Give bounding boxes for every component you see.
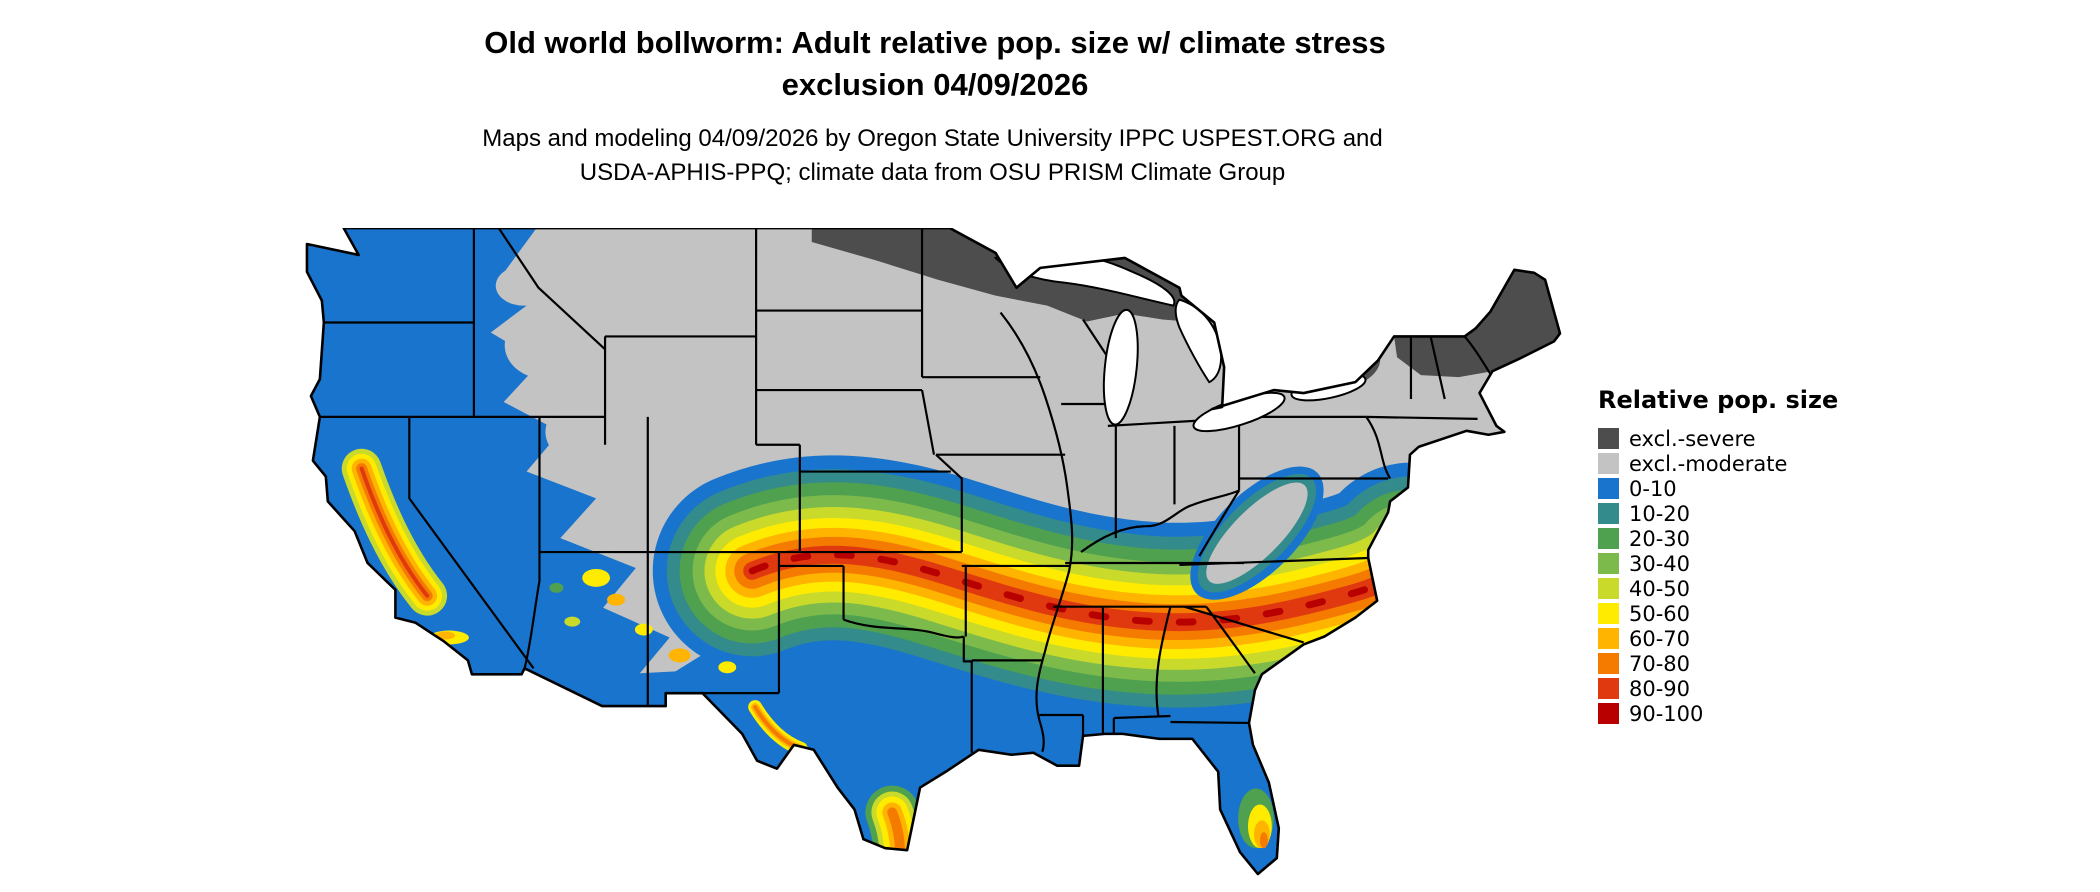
legend-row: excl.-moderate: [1598, 451, 1838, 476]
legend-label: 50-60: [1629, 601, 1691, 626]
legend-row: 70-80: [1598, 651, 1838, 676]
page-title: Old world bollworm: Adult relative pop. …: [0, 22, 1870, 106]
us-population-map: [305, 228, 1562, 876]
legend-label: 60-70: [1629, 626, 1691, 651]
legend-row: excl.-severe: [1598, 426, 1838, 451]
legend-label: 40-50: [1629, 576, 1691, 601]
legend-label: 80-90: [1629, 676, 1691, 701]
legend-label: 20-30: [1629, 526, 1691, 551]
legend-swatch-60-70: [1598, 628, 1619, 649]
legend-label: 70-80: [1629, 651, 1691, 676]
mountain-exclusion-patch: [631, 454, 684, 495]
arizona-hotspot: [718, 661, 737, 674]
legend-swatch-70-80: [1598, 653, 1619, 674]
legend-row: 30-40: [1598, 551, 1838, 576]
legend-row: 60-70: [1598, 626, 1838, 651]
legend-row: 20-30: [1598, 526, 1838, 551]
arizona-hotspot: [549, 582, 564, 593]
page-subtitle: Maps and modeling 04/09/2026 by Oregon S…: [0, 122, 1865, 190]
arizona-hotspot: [607, 593, 625, 606]
title-line-2: exclusion 04/09/2026: [781, 67, 1089, 102]
state-borders: [319, 228, 1494, 753]
legend-swatch-excl-moderate: [1598, 453, 1619, 474]
legend-label: excl.-moderate: [1629, 451, 1788, 476]
arizona-hotspot: [564, 616, 581, 627]
arizona-hotspot: [668, 648, 691, 663]
legend-title: Relative pop. size: [1598, 386, 1839, 414]
mountain-exclusion-patch: [495, 265, 552, 306]
legend-swatch-30-40: [1598, 553, 1619, 574]
legend-swatch-0-10: [1598, 478, 1619, 499]
northern-severe-exclusion: [811, 228, 1203, 323]
new-england-severe-exclusion: [1394, 269, 1561, 378]
mountain-exclusion-patch: [558, 353, 603, 386]
legend-row: 40-50: [1598, 576, 1838, 601]
mississippi-river-border: [999, 311, 1074, 753]
legend-swatch-10-20: [1598, 503, 1619, 524]
appalachia-exclusion-tongue: [1206, 482, 1308, 584]
lake-huron: [1174, 298, 1223, 384]
legend-swatch-excl-severe: [1598, 428, 1619, 449]
legend-label: 10-20: [1629, 501, 1691, 526]
legend-row: 10-20: [1598, 501, 1838, 526]
legend-row: 80-90: [1598, 676, 1838, 701]
lake-michigan: [1102, 308, 1139, 426]
legend-swatch-20-30: [1598, 528, 1619, 549]
legend-swatch-50-60: [1598, 603, 1619, 624]
florida-hotspot-70-80: [1259, 832, 1268, 849]
arizona-hotspot: [582, 568, 611, 587]
legend-swatch-90-100: [1598, 703, 1619, 724]
legend-row: 0-10: [1598, 476, 1838, 501]
legend-label: excl.-severe: [1629, 426, 1756, 451]
legend-swatch-80-90: [1598, 678, 1619, 699]
legend-label: 0-10: [1629, 476, 1677, 501]
mountain-exclusion-patch: [545, 396, 641, 468]
legend-swatch-40-50: [1598, 578, 1619, 599]
arizona-hotspot: [634, 623, 653, 636]
subtitle-line-2: USDA-APHIS-PPQ; climate data from OSU PR…: [579, 159, 1286, 186]
title-line-1: Old world bollworm: Adult relative pop. …: [484, 25, 1386, 60]
map-legend: Relative pop. size excl.-severe excl.-mo…: [1598, 386, 1838, 726]
legend-row: 90-100: [1598, 701, 1838, 726]
legend-label: 30-40: [1629, 551, 1691, 576]
subtitle-line-1: Maps and modeling 04/09/2026 by Oregon S…: [482, 125, 1383, 152]
mountain-exclusion-patch: [588, 494, 672, 555]
legend-label: 90-100: [1629, 701, 1704, 726]
legend-row: 50-60: [1598, 601, 1838, 626]
